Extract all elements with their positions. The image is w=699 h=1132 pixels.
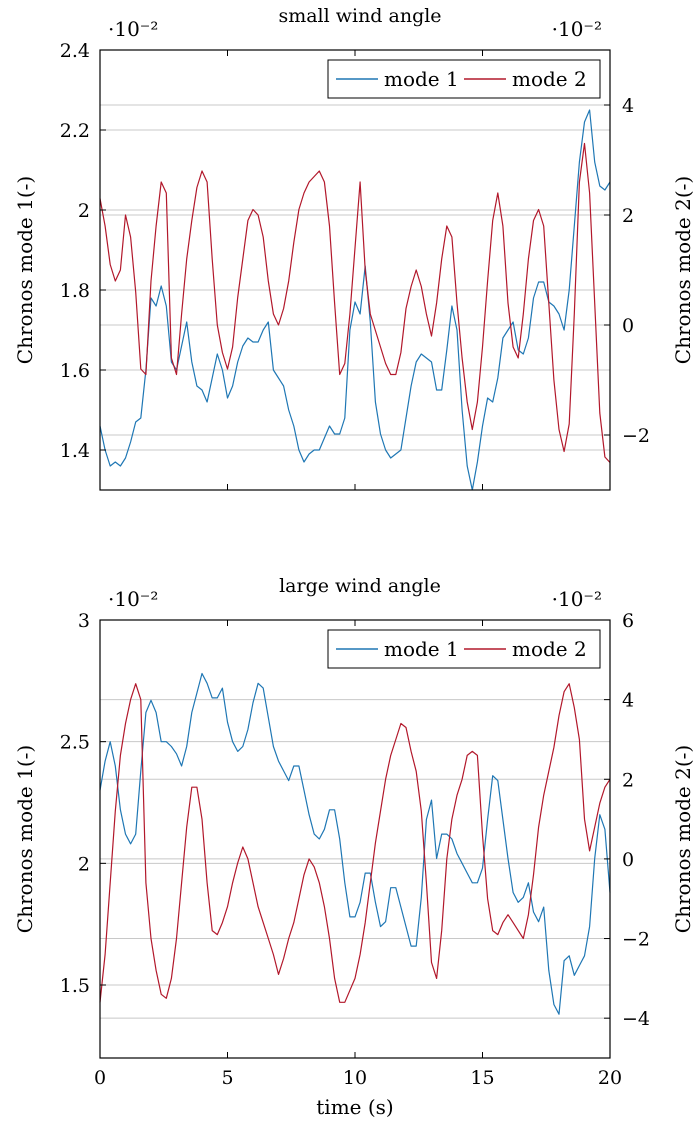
plot-frame [99,49,611,491]
y-tick-label-left: 1.4 [60,440,90,462]
legend: mode 1 mode 2 [327,59,601,99]
scale-label-right: ·10⁻² [552,587,602,611]
clip-mask [0,1058,699,1085]
y-axis-title-left: Chronos mode 1(-) [13,745,37,933]
legend-label: mode 1 [384,637,459,661]
series-line-mode-2 [99,683,611,1003]
x-tick-label: 10 [343,1067,367,1089]
y-tick-label-right: 2 [622,205,634,227]
y-tick-label-left: 2.2 [60,120,90,142]
y-tick-label-right: 4 [622,95,634,117]
y-axis-title-right: Chronos mode 2(-) [671,745,695,933]
scale-label-right: ·10⁻² [552,17,602,41]
y-tick-label-left: 2.4 [60,40,90,62]
y-axis-title-left: Chronos mode 1(-) [13,176,37,364]
y-tick-label-left: 1.8 [60,280,90,302]
clip-mask [0,490,699,517]
scale-label-left: ·10⁻² [108,17,158,41]
x-axis-title: time (s) [316,1095,393,1119]
scale-label-left: ·10⁻² [108,587,158,611]
y-tick-label-right: 6 [622,610,634,632]
y-tick-label-right: −2 [622,425,650,447]
legend-label: mode 2 [512,637,587,661]
series-line-mode-1 [99,109,611,491]
legend-label: mode 2 [512,67,587,91]
legend-label: mode 1 [384,67,459,91]
x-tick-label: 15 [470,1067,494,1089]
y-tick-label-left: 2.5 [60,732,90,754]
y-tick-label-right: 4 [622,690,634,712]
chart-title: small wind angle [278,5,441,27]
y-axis-title-right: Chronos mode 2(-) [671,176,695,364]
y-tick-label-right: 0 [622,315,634,337]
y-tick-label-right: 0 [622,849,634,871]
x-tick-label: 0 [94,1067,106,1089]
series-line-mode-2 [99,142,611,463]
series-line-mode-1 [99,672,611,1015]
x-tick-label: 5 [221,1067,233,1089]
legend: mode 1 mode 2 [327,629,601,669]
y-tick-label-right: 2 [622,769,634,791]
y-tick-label-left: 1.5 [60,975,90,997]
y-tick-label-left: 3 [78,610,90,632]
plot-frame [99,619,611,1059]
chart-2: 0 5 10 15 20 1.5 2 2.5 3 −4 −2 0 2 4 6 large wind angle… [0,575,699,1119]
y-tick-label-left: 2 [78,853,90,875]
x-tick-label: 20 [598,1067,622,1089]
y-tick-label-left: 2 [78,200,90,222]
y-tick-label-left: 1.6 [60,360,90,382]
y-tick-label-right: −2 [622,929,650,951]
y-tick-label-right: −4 [622,1008,650,1030]
chart-1: 1.4 1.6 1.8 2 2.2 2.4 −2 0 2 4 small wind angle ·10… [0,5,699,517]
chart-title: large wind angle [279,575,441,597]
